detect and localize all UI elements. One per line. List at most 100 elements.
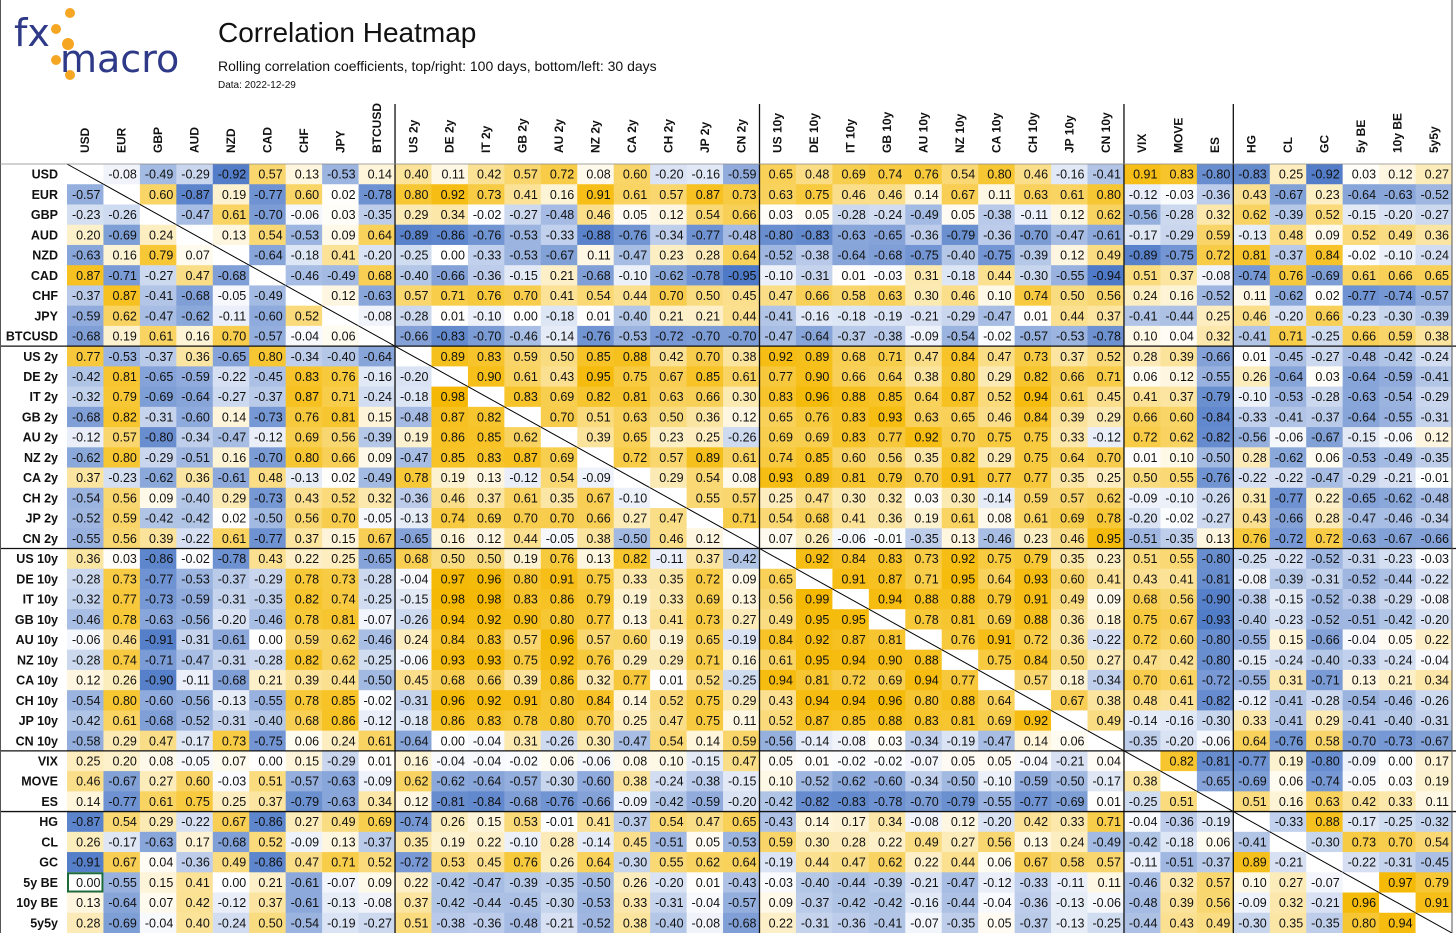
cell-value: -0.43 xyxy=(728,876,757,890)
cell-value: 0.77 xyxy=(951,674,975,688)
cell-value: 0.05 xyxy=(1388,633,1412,647)
heatmap-cell xyxy=(103,265,141,286)
heatmap-cell xyxy=(358,204,396,226)
cell-value: 0.29 xyxy=(1315,714,1339,728)
cell-value: 0.97 xyxy=(1388,876,1412,890)
cell-value: 0.83 xyxy=(295,370,319,384)
cell-value: -0.64 xyxy=(108,896,137,910)
cell-value: 0.52 xyxy=(987,390,1011,404)
cell-value: -0.05 xyxy=(1348,775,1377,789)
cell-value: 0.05 xyxy=(951,754,975,768)
cell-value: 0.75 xyxy=(696,714,720,728)
cell-value: 0.85 xyxy=(331,694,355,708)
cell-value: -0.22 xyxy=(1348,856,1377,870)
cell-value: -0.52 xyxy=(1202,289,1231,303)
cell-value: -0.36 xyxy=(400,491,429,505)
cell-value: 0.80 xyxy=(550,694,574,708)
cell-value: -0.19 xyxy=(764,856,793,870)
cell-value: -0.90 xyxy=(1202,593,1231,607)
cell-value: 0.34 xyxy=(878,815,902,829)
cell-value: -0.10 xyxy=(619,269,648,283)
cell-value: -0.13 xyxy=(291,471,320,485)
cell-value: -0.31 xyxy=(1421,714,1450,728)
row-label-ca-2y: CA 2y xyxy=(23,471,58,485)
cell-value: -0.80 xyxy=(1202,168,1231,182)
cell-value: 0.94 xyxy=(805,694,829,708)
cell-value: -0.73 xyxy=(1384,734,1413,748)
cell-value: 0.54 xyxy=(696,471,720,485)
row-label-move: MOVE xyxy=(21,775,58,789)
cell-value: -0.41 xyxy=(1275,714,1304,728)
cell-value: 0.70 xyxy=(696,350,720,364)
cell-value: 0.55 xyxy=(659,856,683,870)
diagonal-line xyxy=(321,305,359,327)
cell-value: 0.78 xyxy=(914,613,938,627)
heatmap-cell xyxy=(1087,184,1125,205)
cell-value: -0.75 xyxy=(1165,249,1194,263)
heatmap-cell xyxy=(832,204,870,226)
row-label-aud: AUD xyxy=(31,228,58,242)
cell-value: -0.34 xyxy=(910,775,939,789)
heatmap-cell xyxy=(103,325,141,347)
heatmap-cell xyxy=(1379,285,1417,307)
heatmap-cell xyxy=(650,427,688,448)
cell-value: 0.61 xyxy=(222,532,246,546)
cell-value: 0.38 xyxy=(1097,694,1121,708)
heatmap-cell xyxy=(686,406,724,428)
cell-value: -0.52 xyxy=(181,714,210,728)
cell-value: -0.42 xyxy=(1129,835,1158,849)
cell-value: 0.50 xyxy=(477,552,501,566)
cell-value: 0.62 xyxy=(113,309,137,323)
cell-value: 0.01 xyxy=(1242,350,1266,364)
cell-value: 0.26 xyxy=(805,532,829,546)
heatmap-cell xyxy=(212,346,250,367)
cell-value: -0.53 xyxy=(291,228,320,242)
heatmap-cell xyxy=(613,346,651,367)
cell-value: -0.39 xyxy=(1275,208,1304,222)
cell-value: -0.15 xyxy=(692,754,721,768)
heatmap-cell xyxy=(868,285,906,307)
cell-value: 0.54 xyxy=(951,168,975,182)
heatmap-cell xyxy=(395,325,432,347)
cell-value: -0.36 xyxy=(473,916,502,930)
heatmap-cell xyxy=(1051,285,1089,307)
cell-value: -0.28 xyxy=(254,653,283,667)
heatmap-cell xyxy=(139,224,177,246)
cell-value: -0.29 xyxy=(1384,593,1413,607)
cell-value: -0.47 xyxy=(764,330,793,344)
cell-value: 0.05 xyxy=(987,754,1011,768)
heatmap-cell xyxy=(795,305,833,327)
cell-value: 0.66 xyxy=(841,370,865,384)
cell-value: 0.64 xyxy=(732,856,756,870)
cell-value: -0.56 xyxy=(181,694,210,708)
cell-value: -0.24 xyxy=(655,775,684,789)
heatmap-cell xyxy=(431,386,469,408)
cell-value: 0.44 xyxy=(1060,309,1084,323)
cell-value: -0.22 xyxy=(1238,471,1267,485)
cell-value: -0.86 xyxy=(254,815,283,829)
column-label-ch-10y: CH 10y xyxy=(1026,112,1040,153)
cell-value: -0.40 xyxy=(400,269,429,283)
cell-value: 0.84 xyxy=(586,694,610,708)
cell-value: -0.41 xyxy=(1129,309,1158,323)
cell-value: 0.94 xyxy=(841,694,865,708)
cell-value: 0.06 xyxy=(1206,835,1230,849)
cell-value: -0.32 xyxy=(72,390,101,404)
cell-value: -0.37 xyxy=(1275,249,1304,263)
cell-value: 0.90 xyxy=(878,653,902,667)
cell-value: 0.47 xyxy=(732,754,756,768)
cell-value: 0.91 xyxy=(841,572,865,586)
cell-value: 0.48 xyxy=(1133,694,1157,708)
cell-value: 0.75 xyxy=(987,431,1011,445)
cell-value: 0.41 xyxy=(550,289,574,303)
cell-value: -0.48 xyxy=(1421,491,1450,505)
heatmap-cell xyxy=(431,427,469,448)
cell-value: -0.54 xyxy=(947,330,976,344)
cell-value: 0.50 xyxy=(696,289,720,303)
cell-value: -0.36 xyxy=(1202,188,1231,202)
cell-value: -0.41 xyxy=(1421,370,1450,384)
diagonal-line xyxy=(103,183,141,205)
cell-value: 0.26 xyxy=(113,674,137,688)
cell-value: 0.28 xyxy=(550,835,574,849)
heatmap-cell xyxy=(1014,346,1052,367)
